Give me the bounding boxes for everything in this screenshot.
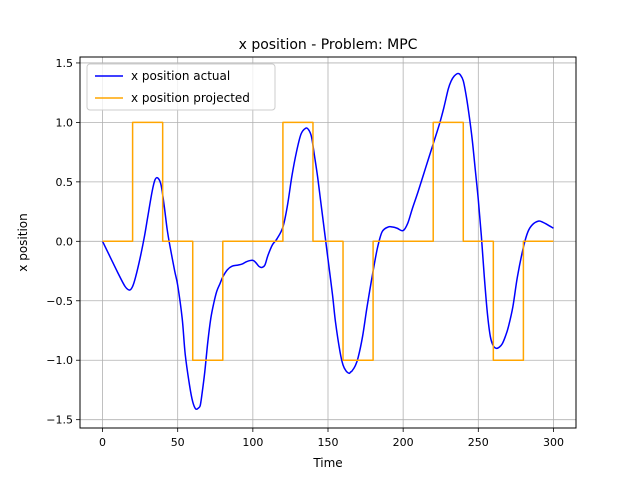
y-tick-label: 1.5: [56, 57, 74, 70]
axis-ticks: 0 50 100 150 200 250 300 −1.5 −1.0 −0.5 0.0 0.5 1.0 1…: [46, 57, 564, 449]
x-tick-label: 100: [242, 436, 263, 449]
y-axis-label: x position: [16, 213, 30, 271]
series-layer: [101, 72, 554, 411]
series-line-actual: [101, 72, 554, 411]
y-tick-label: 1.0: [56, 116, 74, 129]
x-tick-label: 300: [543, 436, 564, 449]
y-tick-label: 0.5: [56, 176, 74, 189]
chart-title: x position - Problem: MPC: [239, 37, 418, 53]
y-tick-label: −1.0: [46, 354, 73, 367]
y-tick-label: −0.5: [46, 295, 73, 308]
x-tick-label: 250: [468, 436, 489, 449]
x-tick-label: 0: [99, 436, 106, 449]
series-line-projected: [102, 121, 554, 361]
legend: x position actual x position projected: [86, 63, 276, 111]
x-axis-label: Time: [312, 456, 342, 470]
legend-box: [86, 63, 276, 111]
y-tick-label: −1.5: [46, 414, 73, 427]
y-tick-label: 0.0: [56, 235, 74, 248]
legend-label: x position actual: [131, 69, 230, 83]
x-tick-label: 50: [171, 436, 185, 449]
x-tick-label: 150: [318, 436, 339, 449]
x-tick-label: 200: [393, 436, 414, 449]
legend-label: x position projected: [131, 91, 250, 105]
